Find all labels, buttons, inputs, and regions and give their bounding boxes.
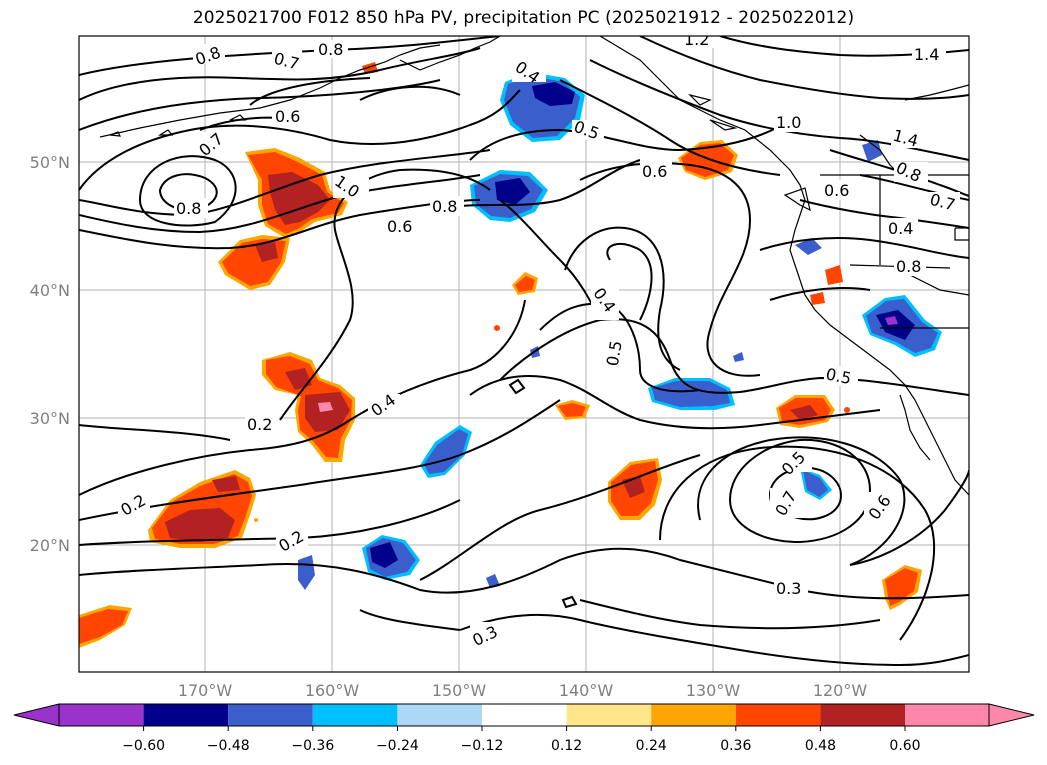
colorbar-tick-label: 0.12 [551, 738, 582, 754]
lon-label: 150°W [432, 681, 487, 700]
colorbar-segment [820, 704, 905, 726]
contour-label: 0.8 [896, 257, 921, 276]
colorbar-segment [905, 704, 989, 726]
colorbar-segment [59, 704, 144, 726]
colorbar-tick-label: 0.24 [636, 738, 667, 754]
map-frame [78, 35, 970, 673]
contour-label: 0.5 [603, 339, 626, 367]
colorbar-segment [312, 704, 398, 726]
contour-label: 0.6 [642, 162, 667, 181]
contour-label: 1.0 [776, 113, 801, 132]
colorbar-tick-label: 0.48 [805, 738, 836, 754]
contour-labels: 0.8 0.7 0.8 1.2 1.4 0.7 0.4 0.6 0.5 0.6 … [117, 30, 960, 650]
colorbar-tick-label: −0.12 [461, 738, 504, 754]
lon-label: 170°W [178, 681, 233, 700]
contour-label: 0.8 [318, 40, 343, 59]
colorbar-segment [143, 704, 229, 726]
colorbar-tick-label: 0.36 [720, 738, 751, 754]
lon-label: 120°W [813, 681, 868, 700]
lat-label: 50°N [30, 153, 70, 172]
colorbar-extend-high [988, 703, 1035, 727]
contour-label: 1.2 [684, 30, 709, 49]
colorbar-segment [397, 704, 482, 726]
contour-label: 0.5 [824, 364, 853, 388]
lat-label: 30°N [30, 409, 70, 428]
contour-label: 0.6 [387, 217, 412, 236]
latitude-labels: 50°N 40°N 30°N 20°N [30, 153, 70, 555]
contour-label: 0.2 [247, 415, 272, 434]
longitude-labels: 170°W 160°W 150°W 140°W 130°W 120°W [178, 681, 868, 700]
contour-label: 0.6 [824, 181, 849, 200]
map-title: 2025021700 F012 850 hPa PV, precipitatio… [192, 8, 855, 28]
pv-contours [79, 36, 969, 667]
coastlines [99, 36, 969, 496]
colorbar-tick-label: −0.60 [122, 738, 165, 754]
contour-label: 0.8 [176, 199, 201, 218]
lon-label: 130°W [686, 681, 741, 700]
colorbar-tick-label: −0.36 [291, 738, 334, 754]
precip-negative-patches [298, 72, 942, 590]
colorbar: −0.60 −0.48 −0.36 −0.24 −0.12 0.12 0.24 … [13, 703, 1035, 754]
contour-label: 0.8 [432, 197, 457, 216]
colorbar-tick-label: −0.24 [376, 738, 419, 754]
colorbar-tick-label: −0.48 [207, 738, 250, 754]
contour-label: 0.4 [888, 219, 913, 238]
colorbar-segment [566, 704, 652, 726]
colorbar-segment [228, 704, 313, 726]
colorbar-segment [651, 704, 736, 726]
colorbar-tick-label: 0.60 [889, 738, 920, 754]
colorbar-segment [735, 704, 821, 726]
contour-label: 1.4 [914, 45, 939, 64]
lon-label: 160°W [305, 681, 360, 700]
lat-label: 20°N [30, 536, 70, 555]
colorbar-segment [482, 704, 567, 726]
lat-label: 40°N [30, 281, 70, 300]
lon-label: 140°W [559, 681, 614, 700]
precip-positive-patches [79, 62, 922, 648]
contour-label: 0.6 [275, 107, 300, 126]
colorbar-frame [58, 703, 990, 727]
contour-label: 0.3 [776, 579, 801, 598]
colorbar-extend-low [13, 703, 60, 727]
